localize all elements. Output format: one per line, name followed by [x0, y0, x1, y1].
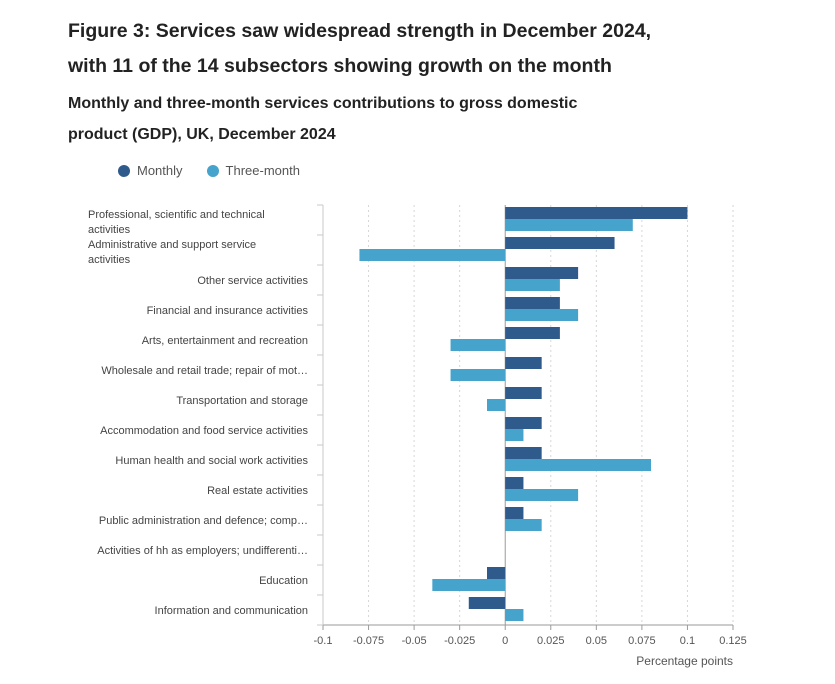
x-tick-label: -0.025: [444, 635, 475, 647]
bar-monthly[interactable]: [505, 327, 560, 339]
category-label: Administrative and support service: [88, 239, 256, 251]
bar-three-month[interactable]: [505, 429, 524, 441]
category-label: Real estate activities: [207, 485, 308, 497]
bar-three-month[interactable]: [505, 279, 560, 291]
category-label: Transportation and storage: [176, 395, 308, 407]
category-label: Accommodation and food service activitie…: [100, 425, 308, 437]
x-tick-label: 0.1: [680, 635, 695, 647]
bar-monthly[interactable]: [505, 507, 524, 519]
chart-subtitle-line-2: product (GDP), UK, December 2024: [68, 126, 336, 143]
bar-monthly[interactable]: [505, 417, 542, 429]
bar-three-month[interactable]: [487, 399, 506, 411]
bar-three-month[interactable]: [505, 519, 542, 531]
x-tick-label: 0.025: [537, 635, 565, 647]
figure-title: Figure 3: Services saw widespread streng…: [68, 14, 808, 84]
category-label: activities: [88, 254, 131, 266]
category-label: Activities of hh as employers; undiffere…: [97, 545, 308, 557]
category-label: Wholesale and retail trade; repair of mo…: [101, 365, 308, 377]
bar-monthly[interactable]: [505, 357, 542, 369]
category-label: Financial and insurance activities: [147, 305, 309, 317]
chart-subtitle: Monthly and three-month services contrib…: [68, 88, 808, 150]
category-label: Human health and social work activities: [115, 455, 308, 467]
bar-monthly[interactable]: [487, 567, 506, 579]
bar-monthly[interactable]: [505, 387, 542, 399]
bar-three-month[interactable]: [359, 249, 506, 261]
legend-label-three-month: Three-month: [225, 163, 300, 178]
bar-monthly[interactable]: [505, 237, 615, 249]
bar-three-month[interactable]: [505, 459, 651, 471]
bar-three-month[interactable]: [505, 309, 579, 321]
bar-three-month[interactable]: [505, 219, 633, 231]
legend-item-three-month[interactable]: Three-month: [206, 163, 300, 178]
bar-three-month[interactable]: [505, 489, 579, 501]
legend-swatch-three-month: [206, 164, 219, 177]
x-axis-title: Percentage points: [636, 654, 733, 668]
bar-three-month[interactable]: [450, 369, 506, 381]
bar-monthly[interactable]: [505, 297, 560, 309]
figure-title-line-1: Figure 3: Services saw widespread streng…: [68, 20, 652, 42]
x-tick-label: -0.075: [353, 635, 384, 647]
legend-swatch-monthly: [118, 164, 130, 177]
category-label: activities: [88, 224, 131, 236]
bar-monthly[interactable]: [505, 477, 524, 489]
legend-label-monthly: Monthly: [137, 163, 183, 178]
x-tick-label: -0.05: [402, 635, 427, 647]
category-label: Arts, entertainment and recreation: [142, 335, 308, 347]
x-tick-label: 0: [502, 635, 508, 647]
bar-monthly[interactable]: [505, 207, 688, 219]
x-tick-label: 0.05: [586, 635, 607, 647]
category-label: Education: [259, 575, 308, 587]
category-label: Public administration and defence; comp…: [99, 515, 308, 527]
bar-monthly[interactable]: [468, 597, 506, 609]
chart-legend: Monthly Three-month: [118, 163, 324, 178]
figure-title-line-2: with 11 of the 14 subsectors showing gro…: [68, 55, 612, 77]
bar-three-month[interactable]: [450, 339, 506, 351]
bar-three-month[interactable]: [505, 609, 524, 621]
chart-subtitle-line-1: Monthly and three-month services contrib…: [68, 95, 578, 112]
bar-monthly[interactable]: [505, 447, 542, 459]
legend-item-monthly[interactable]: Monthly: [118, 163, 183, 178]
x-tick-label: 0.075: [628, 635, 656, 647]
category-label: Other service activities: [197, 275, 308, 287]
x-tick-label: 0.125: [719, 635, 747, 647]
bar-monthly[interactable]: [505, 267, 579, 279]
bar-three-month[interactable]: [432, 579, 506, 591]
category-label: Professional, scientific and technical: [88, 209, 265, 221]
x-tick-label: -0.1: [314, 635, 333, 647]
category-label: Information and communication: [155, 605, 308, 617]
